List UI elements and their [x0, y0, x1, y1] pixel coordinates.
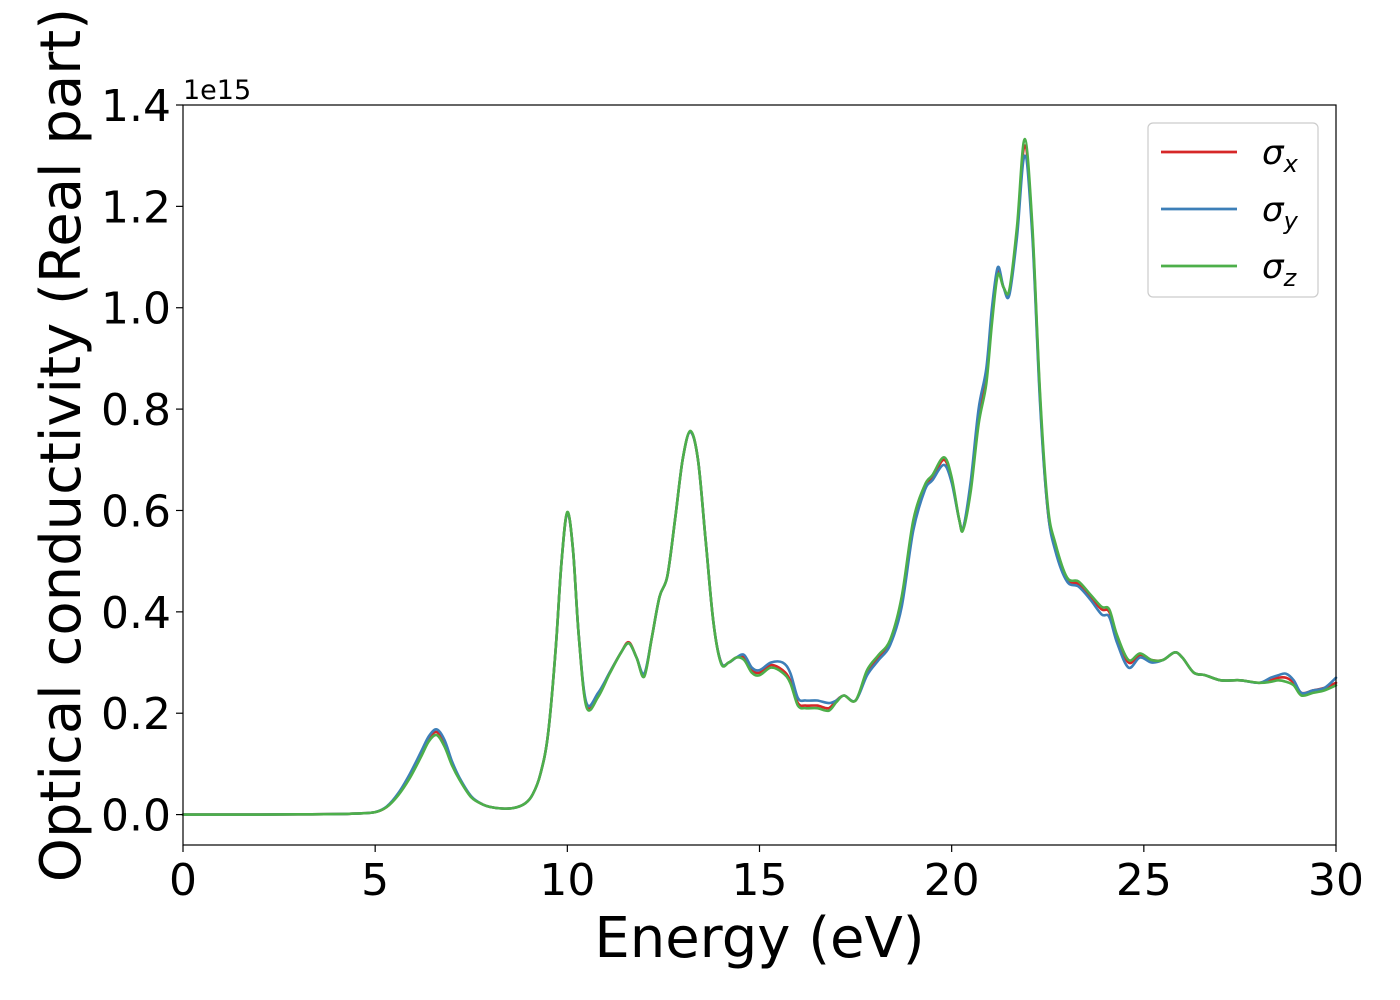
y-tick-label: 0.8 — [101, 385, 171, 436]
x-tick-label: 0 — [169, 855, 197, 906]
y-tick-label: 0.0 — [101, 791, 171, 842]
y-tick-label: 1.4 — [101, 81, 171, 132]
x-tick-label: 30 — [1308, 855, 1364, 906]
y-tick-label: 0.2 — [101, 689, 171, 740]
series-lines — [181, 137, 1338, 816]
x-tick-label: 10 — [539, 855, 595, 906]
y-axis-label: Optical conductivity (Real part) — [29, 8, 94, 882]
legend-label-3: σz — [1262, 247, 1298, 292]
legend-label-2: σy — [1262, 190, 1299, 235]
x-tick-label: 25 — [1116, 855, 1172, 906]
y-tick-label: 1.0 — [101, 284, 171, 335]
legend: σx σy σz — [1147, 122, 1319, 298]
x-tick-label: 20 — [924, 855, 980, 906]
y-tick-label: 1.2 — [101, 182, 171, 233]
y-tick-label: 0.4 — [101, 588, 171, 639]
legend-label-1: σx — [1262, 133, 1299, 178]
series-line-3 — [181, 137, 1338, 816]
x-tick-label: 5 — [361, 855, 389, 906]
legend-items: σx σy σz — [1161, 133, 1299, 292]
x-axis-ticks: 0 5 10 15 20 25 30 — [169, 845, 1364, 906]
y-axis-ticks: 0.0 0.2 0.4 0.6 0.8 1.0 1.2 1.4 — [101, 81, 183, 842]
x-axis-label: Energy (eV) — [594, 906, 924, 971]
x-tick-label: 15 — [732, 855, 788, 906]
y-tick-label: 0.6 — [101, 486, 171, 537]
y-axis-offset-label: 1e15 — [183, 75, 251, 106]
